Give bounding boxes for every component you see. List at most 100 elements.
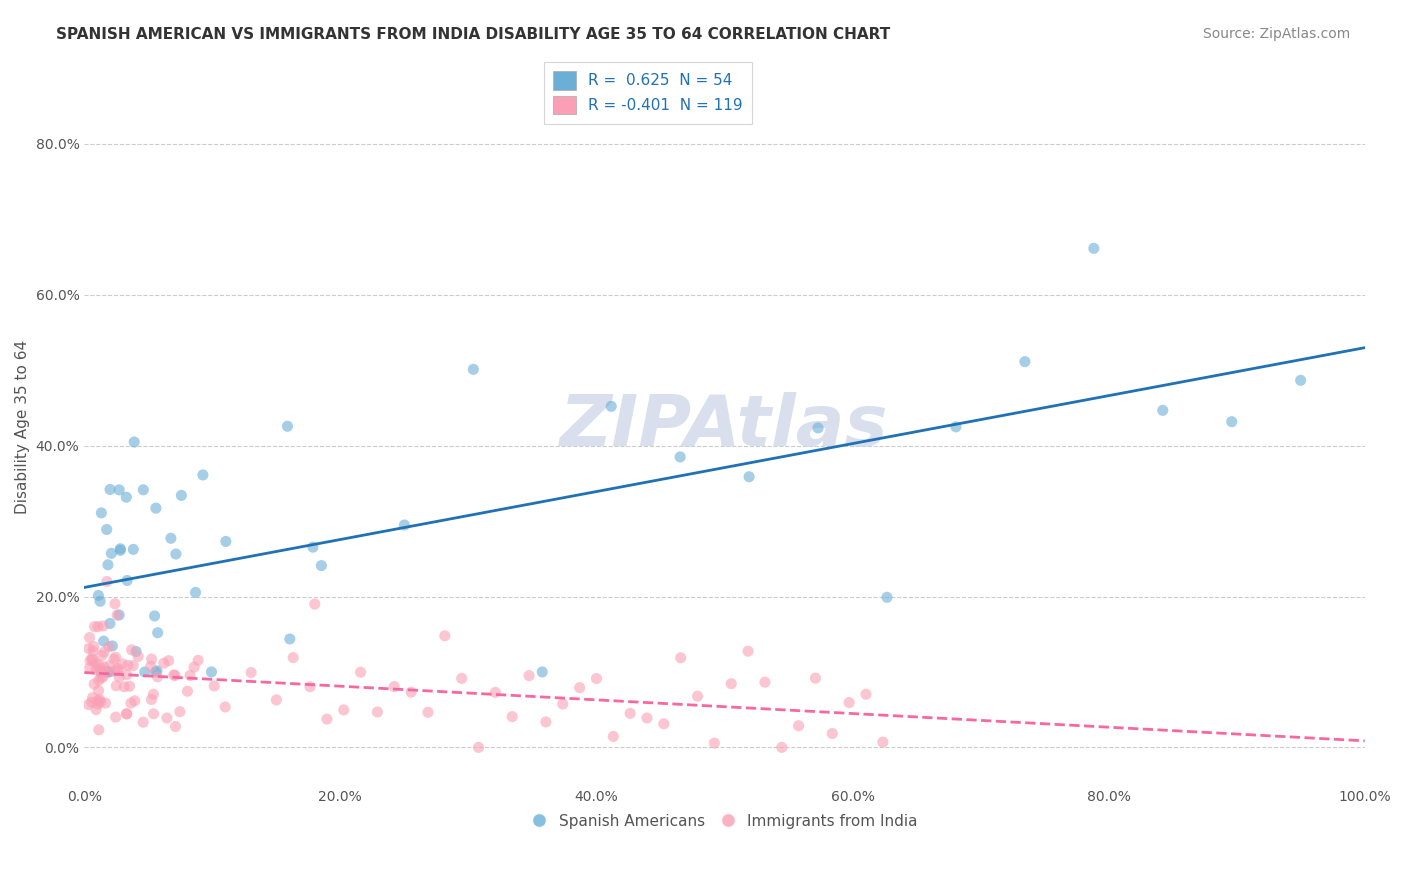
Text: SPANISH AMERICAN VS IMMIGRANTS FROM INDIA DISABILITY AGE 35 TO 64 CORRELATION CH: SPANISH AMERICAN VS IMMIGRANTS FROM INDI… (56, 27, 890, 42)
Point (104, 710, 127, 724)
Point (94, 665, 117, 680)
Point (945, 420, 967, 434)
Point (141, 652, 163, 666)
Point (91, 663, 114, 677)
Point (433, 629, 456, 643)
Point (382, 680, 405, 694)
Point (821, 726, 844, 740)
Point (517, 668, 540, 682)
Point (97, 558, 120, 572)
Point (98, 665, 121, 679)
Point (115, 706, 138, 721)
Point (720, 676, 742, 690)
Point (79, 653, 101, 667)
Point (602, 730, 624, 744)
Point (142, 706, 165, 721)
Point (669, 450, 692, 464)
Point (855, 687, 877, 701)
Point (156, 711, 179, 725)
Point (91, 670, 114, 684)
Point (89, 594, 111, 608)
Point (117, 658, 139, 673)
Point (122, 658, 145, 673)
Point (214, 699, 236, 714)
Point (1289, 373, 1312, 387)
Point (737, 644, 759, 658)
Point (551, 697, 574, 711)
Point (191, 467, 214, 482)
Point (115, 490, 138, 504)
Point (97, 640, 120, 654)
Point (83, 620, 105, 634)
Point (636, 711, 658, 725)
Point (87, 723, 110, 737)
Y-axis label: Disability Age 35 to 64: Disability Age 35 to 64 (15, 340, 30, 514)
Point (531, 665, 554, 679)
Point (121, 643, 143, 657)
Point (787, 719, 810, 733)
Point (110, 541, 132, 556)
Point (118, 679, 141, 693)
Point (311, 558, 333, 573)
Point (87, 589, 110, 603)
Point (90, 665, 112, 679)
Point (304, 597, 326, 611)
Point (103, 652, 125, 666)
Point (146, 664, 169, 678)
Point (1014, 354, 1036, 368)
Point (467, 740, 489, 755)
Point (79, 661, 101, 675)
Point (134, 665, 156, 679)
Point (97, 665, 120, 679)
Point (90, 695, 112, 709)
Point (112, 680, 135, 694)
Point (145, 665, 167, 679)
Point (143, 609, 166, 624)
Point (90, 506, 112, 520)
Point (165, 547, 187, 561)
Point (82, 690, 104, 705)
Point (276, 419, 298, 434)
Point (302, 540, 325, 554)
Point (157, 654, 180, 668)
Point (89, 662, 111, 676)
Point (87, 697, 110, 711)
Point (98, 483, 121, 497)
Point (187, 653, 209, 667)
Point (585, 672, 607, 686)
Point (1152, 403, 1174, 417)
Point (83, 677, 105, 691)
Point (87, 657, 110, 672)
Point (600, 400, 623, 414)
Point (101, 639, 124, 653)
Point (108, 483, 131, 497)
Point (163, 668, 186, 682)
Point (169, 705, 191, 719)
Point (349, 665, 371, 680)
Legend: Spanish Americans, Immigrants from India: Spanish Americans, Immigrants from India (524, 807, 924, 835)
Point (98, 616, 121, 631)
Point (568, 681, 591, 695)
Point (770, 740, 793, 755)
Point (283, 650, 305, 665)
Point (463, 362, 485, 376)
Point (153, 657, 176, 671)
Point (87, 694, 110, 708)
Point (394, 518, 416, 533)
Point (807, 421, 830, 435)
Point (96, 523, 118, 537)
Point (315, 712, 337, 726)
Point (98, 658, 121, 673)
Point (619, 706, 641, 721)
Point (139, 659, 162, 673)
Point (200, 665, 222, 679)
Point (738, 469, 761, 483)
Point (104, 597, 127, 611)
Point (100, 546, 122, 560)
Point (82, 644, 104, 658)
Point (87, 619, 110, 633)
Point (146, 625, 169, 640)
Point (184, 585, 207, 599)
Point (703, 736, 725, 750)
Point (332, 703, 354, 717)
